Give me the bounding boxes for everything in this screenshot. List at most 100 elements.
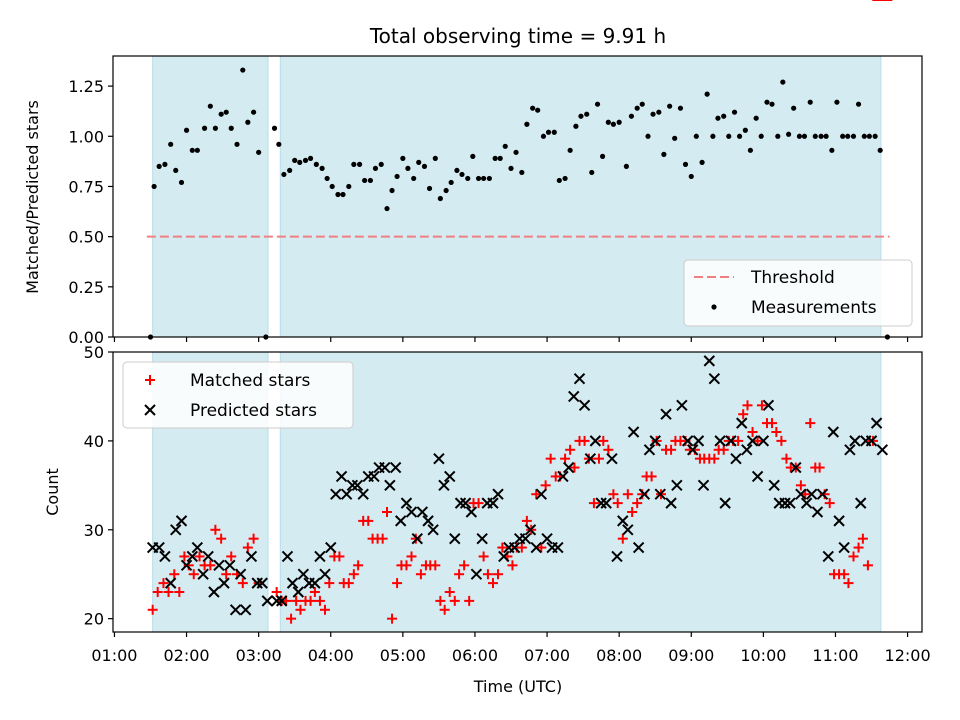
measurement-point xyxy=(378,161,384,167)
predicted-star-point-b xyxy=(790,461,802,474)
predicted-star-point-b xyxy=(239,604,252,616)
predicted-star-point-b xyxy=(197,568,209,580)
predicted-star-point xyxy=(784,497,796,509)
top-y-tick-label: 1.00 xyxy=(68,127,104,146)
predicted-star-point xyxy=(876,444,889,456)
predicted-star-point-b xyxy=(357,488,369,500)
predicted-star-point-b xyxy=(736,417,748,429)
matched-star-point xyxy=(309,587,320,597)
matched-star-point xyxy=(839,569,850,580)
predicted-star-point-b xyxy=(449,532,461,545)
matched-star-point xyxy=(583,453,594,464)
predicted-star-point xyxy=(256,577,268,589)
matched-star-point xyxy=(242,542,253,553)
matched-star-point xyxy=(210,524,221,535)
predicted-star-point-b xyxy=(270,595,283,607)
predicted-star-point xyxy=(292,586,305,598)
x-tick-label: 04:00 xyxy=(308,646,354,665)
predicted-star-point-b xyxy=(681,435,694,447)
matched-star-point xyxy=(497,542,508,553)
predicted-star-point-b xyxy=(708,372,721,385)
predicted-star-point-b xyxy=(251,577,263,589)
legend-matched-swatch xyxy=(145,375,155,385)
measurement-point xyxy=(584,111,590,117)
bottom-legend: Matched stars Predicted stars xyxy=(122,361,354,429)
predicted-star-point-b xyxy=(159,550,171,563)
predicted-star-point-b xyxy=(643,444,656,456)
matched-star-point xyxy=(579,435,590,446)
predicted-star-point xyxy=(239,604,252,616)
measurement-point xyxy=(818,133,824,139)
legend-measurements-label: Measurements xyxy=(751,298,877,318)
predicted-star-point-b xyxy=(164,577,177,589)
matched-star-point xyxy=(536,542,547,553)
predicted-star-point xyxy=(703,355,716,367)
x-tick-label: 02:00 xyxy=(163,646,209,665)
predicted-star-point-b xyxy=(256,577,268,589)
measurement-point xyxy=(855,101,862,107)
measurement-point xyxy=(513,149,519,155)
predicted-star-point-b xyxy=(153,541,165,554)
predicted-star-point xyxy=(394,515,407,527)
predicted-star-point-b xyxy=(654,488,666,500)
predicted-star-point-b xyxy=(805,488,818,500)
measurement-point xyxy=(764,99,770,105)
predicted-star-point-b xyxy=(170,524,182,536)
x-tick-label: 03:00 xyxy=(236,646,282,665)
predicted-star-point xyxy=(622,524,634,536)
predicted-star-point xyxy=(492,488,504,500)
predicted-star-point xyxy=(805,488,818,500)
measurement-point xyxy=(796,133,803,139)
predicted-star-point xyxy=(470,568,483,580)
predicted-star-point xyxy=(870,417,883,429)
bottom-panel: 20 30 40 50 01:00 02:00 03:00 04:00 05:00 06:00 07… xyxy=(84,0,931,665)
matched-star-point xyxy=(507,560,518,571)
predicted-star-point xyxy=(865,435,878,447)
predicted-star-point xyxy=(611,550,623,563)
predicted-star-point xyxy=(649,435,661,447)
measurement-point xyxy=(405,165,411,171)
predicted-star-point xyxy=(314,550,326,563)
measurement-point xyxy=(394,173,400,180)
predicted-star-point xyxy=(405,506,418,518)
bottom-axes-frame xyxy=(112,351,923,633)
matched-star-point xyxy=(174,587,185,597)
matched-star-point xyxy=(738,409,749,420)
measurement-point xyxy=(340,191,346,198)
x-tick-label: 06:00 xyxy=(452,646,498,665)
predicted-star-point xyxy=(411,532,423,545)
predicted-star-point-b xyxy=(876,444,889,456)
measurement-point xyxy=(207,103,213,109)
predicted-star-point xyxy=(790,461,802,474)
predicted-star-point-b xyxy=(186,550,199,563)
measurement-point xyxy=(156,163,162,169)
bottom-y-tick-label: 50 xyxy=(84,343,104,362)
measurement-point xyxy=(639,101,645,107)
predicted-star-point xyxy=(557,470,569,483)
predicted-star-point-b xyxy=(568,390,580,403)
bottom-y-axis-label: Count xyxy=(43,468,62,516)
measurement-point xyxy=(866,133,872,139)
measurement-point xyxy=(801,133,808,139)
measurement-point xyxy=(693,133,699,139)
measurement-point xyxy=(594,101,601,107)
predicted-star-point-b xyxy=(416,506,429,518)
predicted-star-point xyxy=(251,577,263,589)
matched-star-point xyxy=(430,560,441,571)
predicted-star-point-b xyxy=(530,541,542,554)
matched-star-point xyxy=(439,604,450,615)
top-legend: Threshold Measurements xyxy=(683,259,913,327)
matched-star-point xyxy=(627,507,638,517)
predicted-star-point xyxy=(449,532,461,545)
predicted-star-point-b xyxy=(855,497,867,509)
predicted-star-point-b xyxy=(627,426,640,438)
measurement-point xyxy=(497,155,503,161)
measurement-point xyxy=(492,155,498,161)
x-tick-label: 09:00 xyxy=(668,646,714,665)
matched-star-point xyxy=(410,533,421,544)
predicted-star-point xyxy=(357,488,369,500)
predicted-star-point-b xyxy=(281,550,294,563)
measurement-point xyxy=(704,91,710,97)
predicted-star-point-b xyxy=(245,550,258,563)
matched-star-point xyxy=(843,578,854,589)
